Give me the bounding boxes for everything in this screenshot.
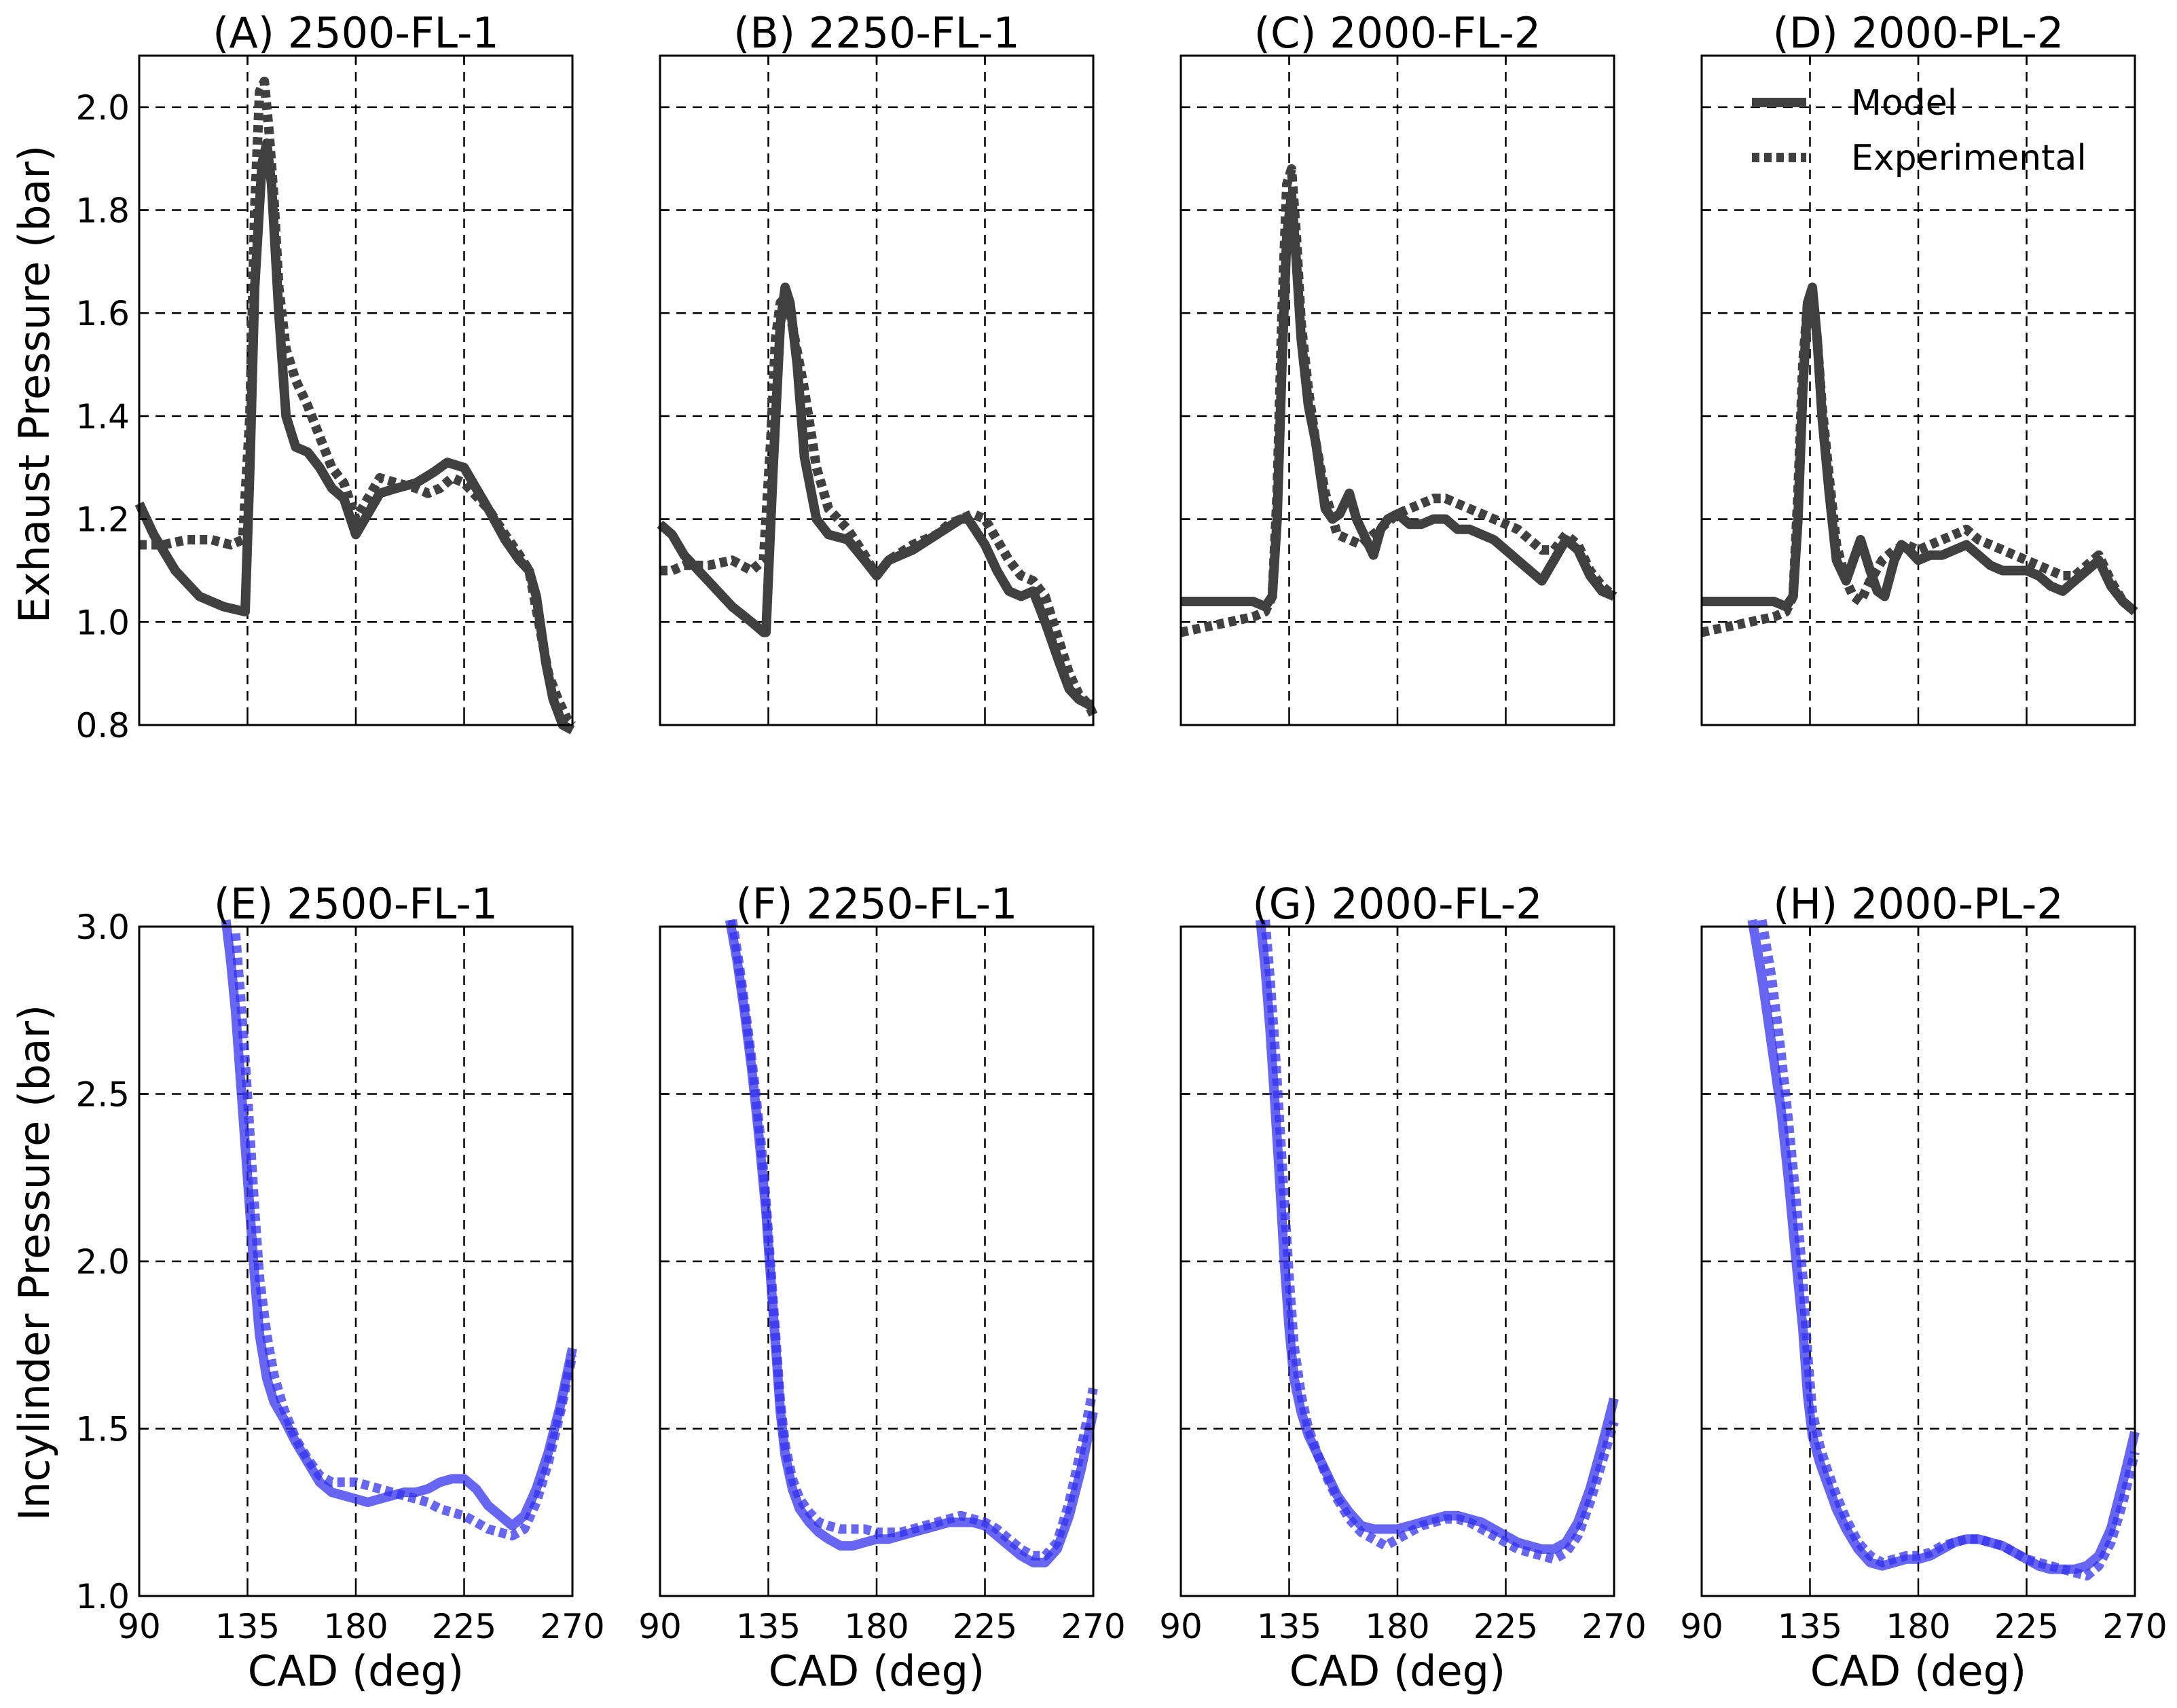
- incylinder-model-line-7: [1256, 919, 1619, 1554]
- y-tick-label: 1.0: [75, 1577, 130, 1616]
- x-tick-label: 180: [1365, 1607, 1429, 1646]
- x-tick-label: 180: [1886, 1607, 1950, 1646]
- subplot-4: (D) 2000-PL-2: [1700, 8, 2138, 726]
- y-tick-label: 1.4: [75, 397, 130, 437]
- incylinder-y-axis-label: Incylinder Pressure (bar): [10, 1005, 59, 1521]
- x-tick-label: 90: [1159, 1607, 1203, 1646]
- x-tick-label: 90: [638, 1607, 682, 1646]
- y-tick-label: 0.8: [75, 706, 130, 745]
- exhaust-experimental-line-3: [1179, 164, 1617, 637]
- exhaust-y-axis-label: Exhaust Pressure (bar): [10, 145, 59, 623]
- subplot-title: (H) 2000-PL-2: [1773, 879, 2064, 929]
- incylinder-model-line-6: [725, 918, 1098, 1567]
- subplot-title: (F) 2250-FL-1: [736, 879, 1018, 929]
- x-tick-label: 270: [1061, 1607, 1125, 1646]
- incylinder-experimental-line-6: [727, 919, 1098, 1561]
- subplot-title: (D) 2000-PL-2: [1773, 8, 2064, 58]
- x-tick-label: 225: [1994, 1607, 2059, 1646]
- x-axis-label: CAD (deg): [248, 1646, 464, 1696]
- x-tick-label: 135: [215, 1607, 280, 1646]
- x-tick-label: 270: [1581, 1607, 1646, 1646]
- x-tick-label: 180: [323, 1607, 388, 1646]
- subplot-title: (B) 2250-FL-1: [733, 8, 1020, 58]
- subplot-6: 90 135 180 225 270 CAD (deg) (F) 2250-FL-1: [638, 879, 1126, 1696]
- x-axis-label: CAD (deg): [1810, 1646, 2026, 1696]
- subplot-5: 1.0 1.5 2.0 2.5 3.0 90 135 180 225 270 CAD (deg) (E…: [75, 879, 604, 1696]
- incylinder-experimental-line-8: [1757, 918, 2140, 1581]
- exhaust-model-line-4: [1702, 282, 2138, 616]
- y-tick-label: 1.2: [75, 500, 130, 540]
- incylinder-experimental-line-5: [230, 933, 577, 1541]
- x-tick-label: 135: [736, 1607, 801, 1646]
- exhaust-experimental-line-2: [660, 293, 1098, 717]
- x-tick-label: 225: [432, 1607, 496, 1646]
- incylinder-model-line-5: [221, 919, 577, 1531]
- x-tick-label: 90: [1680, 1607, 1723, 1646]
- subplot-title: (C) 2000-FL-2: [1254, 8, 1541, 58]
- subplot-2: (B) 2250-FL-1: [657, 8, 1098, 726]
- subplot-title: (E) 2500-FL-1: [214, 879, 498, 929]
- x-axis-label: CAD (deg): [1289, 1646, 1505, 1696]
- subplot-8: 90 135 180 225 270 CAD (deg) (H) 2000-PL-2: [1680, 879, 2167, 1696]
- subplot-title: (G) 2000-FL-2: [1252, 879, 1542, 929]
- subplot-title: (A) 2500-FL-1: [213, 8, 499, 58]
- x-tick-label: 225: [1474, 1607, 1538, 1646]
- exhaust-model-line-2: [657, 282, 1093, 709]
- y-tick-label: 1.0: [75, 603, 130, 642]
- x-tick-label: 225: [953, 1607, 1017, 1646]
- x-tick-label: 90: [117, 1607, 161, 1646]
- x-tick-label: 180: [844, 1607, 909, 1646]
- incylinder-experimental-line-7: [1260, 919, 1619, 1564]
- legend-model-label: Model: [1851, 83, 1957, 124]
- x-tick-label: 135: [1257, 1607, 1321, 1646]
- y-tick-label: 1.6: [75, 294, 130, 333]
- subplot-3: (C) 2000-FL-2: [1179, 8, 1617, 726]
- x-tick-label: 135: [1778, 1607, 1842, 1646]
- y-tick-label: 3.0: [75, 908, 130, 947]
- y-tick-label: 2.0: [75, 88, 130, 128]
- x-axis-label: CAD (deg): [769, 1646, 985, 1696]
- x-tick-label: 270: [2102, 1607, 2167, 1646]
- x-tick-label: 270: [540, 1607, 604, 1646]
- panels: 0.8 1.0 1.2 1.4 1.6 1.8 2.0 (A) 2500-FL-1 (B) 22…: [75, 8, 2167, 1696]
- legend-experimental-label: Experimental: [1851, 138, 2087, 179]
- exhaust-experimental-line-4: [1700, 293, 2138, 637]
- y-tick-label: 1.5: [75, 1410, 130, 1449]
- legend: Model Experimental: [1752, 83, 2087, 179]
- y-tick-label: 2.0: [75, 1242, 130, 1282]
- y-tick-label: 1.8: [75, 191, 130, 231]
- exhaust-experimental-line-1: [139, 76, 577, 728]
- y-tick-label: 2.5: [75, 1075, 130, 1115]
- subplot-1: 0.8 1.0 1.2 1.4 1.6 1.8 2.0 (A) 2500-FL-1: [75, 8, 577, 745]
- subplot-7: 90 135 180 225 270 CAD (deg) (G) 2000-FL-2: [1159, 879, 1647, 1696]
